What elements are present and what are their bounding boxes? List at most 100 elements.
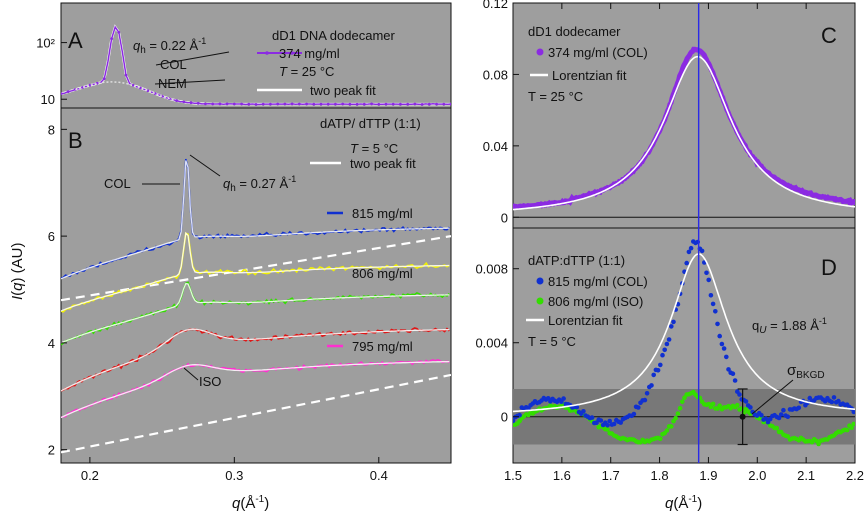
panel-c-title: dD1 dodecamer [528, 24, 621, 39]
panel-d-point-815 [611, 421, 617, 427]
panel-d-point-806 [680, 399, 685, 405]
panel-d-point-815 [686, 249, 692, 255]
panel-d-point-815 [649, 383, 654, 388]
panel-d-point-815 [730, 371, 736, 377]
panel-d-point-815 [778, 412, 784, 417]
panel-d-point-815 [796, 405, 802, 411]
panel-d-legend-fit: Lorentzian fit [548, 313, 623, 328]
panel-d-point-806 [658, 436, 663, 442]
panel-d-point-815 [662, 347, 667, 353]
panel-d-point-806 [844, 427, 850, 433]
panel-b-fit-green [61, 282, 450, 344]
panel-d-point-815 [715, 321, 720, 327]
panel-a-point [254, 103, 258, 106]
panel-a-point [427, 102, 431, 106]
panel-a-point [341, 102, 345, 106]
panel-letter-b: B [68, 128, 83, 153]
panel-a-point [61, 92, 63, 96]
panel-a-point [196, 101, 200, 105]
panel-b-plot-area [60, 107, 452, 464]
panel-c-legend-marker [536, 48, 544, 56]
panel-b-y-tick-label: 8 [48, 122, 55, 137]
panel-d-point-815 [688, 245, 694, 251]
panel-a-point [442, 102, 446, 106]
panel-d-point-806 [605, 427, 610, 432]
panel-d-point-806 [675, 411, 681, 416]
panel-a-legend-marker-1 [265, 51, 269, 55]
panel-d-point-815 [781, 407, 786, 413]
panel-a-point [182, 100, 186, 104]
panel-d-point-815 [684, 260, 689, 266]
panel-b-y-tick-label: 6 [48, 229, 55, 244]
panel-a-point [66, 90, 70, 93]
panel-d-y-tick-label: 0.004 [475, 336, 508, 351]
panel-b-iso-pointer [183, 367, 199, 381]
panel-a-point [102, 77, 106, 80]
panel-d-point-806 [677, 405, 683, 411]
panel-c-y-tick-label: 0.04 [483, 139, 508, 154]
panel-a-title: dD1 DNA dodecamer [272, 28, 396, 43]
panel-d-point-815 [666, 337, 672, 342]
panel-a-point [297, 102, 301, 106]
panel-d-legend-marker-green [536, 297, 544, 305]
panel-a-point [435, 102, 438, 106]
panel-d-x-tick-label: 1.5 [504, 468, 522, 483]
panel-a-point [319, 102, 323, 106]
panel-a-point [406, 102, 410, 106]
panel-a-point [276, 102, 280, 106]
panel-a-point [240, 102, 244, 106]
panel-b-label-795: 795 mg/ml [352, 339, 413, 354]
panel-d-point-815 [831, 395, 837, 400]
panel-d-point-815 [651, 372, 656, 378]
panel-a-point [420, 103, 424, 106]
panel-a-point [117, 30, 121, 34]
panel-a-col-pointer [155, 51, 230, 66]
panel-d-x-axis-title: q(Å-1) [665, 494, 702, 512]
panel-d-point-815 [660, 352, 665, 358]
panel-a-point [247, 102, 251, 106]
panel-d-x-tick-label: 1.8 [651, 468, 669, 483]
panel-c-lorentzian-fit [513, 55, 855, 211]
panel-d-x-tick-label: 1.6 [553, 468, 571, 483]
panel-b-y-tick-label: 4 [48, 336, 55, 351]
panel-b-x-tick-label: 0.4 [370, 468, 388, 483]
panel-a-qh-label: qh = 0.22 Å-1 [133, 36, 206, 56]
panel-d-point-806 [849, 425, 854, 431]
panel-d-point-815 [708, 293, 714, 298]
panel-c-temperature: T = 25 °C [528, 89, 583, 104]
panel-a-y-tick-label: 10² [36, 36, 55, 51]
panel-d-title: dATP:dTTP (1:1) [528, 253, 625, 268]
panel-b-fit-magenta [61, 360, 450, 419]
panel-d-point-815 [589, 415, 595, 420]
panel-a-point [348, 102, 352, 106]
panel-b-title: dATP/ dTTP (1:1) [320, 116, 421, 131]
panel-d-point-815 [748, 405, 753, 410]
panel-a-legend-fit: two peak fit [310, 83, 376, 98]
panel-d-point-815 [598, 418, 604, 423]
panel-a-point [377, 102, 381, 106]
panel-letter-d: D [821, 255, 837, 280]
panel-a-temperature: T = 25 °C [279, 64, 334, 79]
panel-a-y-tick-label: 10 [41, 92, 55, 107]
panel-a-nem-pointer [154, 79, 226, 85]
panel-d-x-tick-label: 2.0 [748, 468, 766, 483]
panel-d-point-815 [732, 378, 738, 383]
panel-c-y-tick-label: 0.08 [483, 67, 508, 82]
panel-d-point-815 [581, 409, 586, 414]
panel-a-point [225, 102, 229, 106]
panel-d-point-815 [669, 324, 674, 329]
panel-d-point-815 [607, 418, 612, 424]
panel-a-point [334, 102, 337, 106]
panel-a-point [283, 102, 287, 106]
panel-a-point [399, 102, 402, 106]
panel-d-point-806 [673, 415, 678, 421]
panel-b-label-815: 815 mg/ml [352, 206, 413, 221]
panel-d-point-815 [513, 418, 516, 424]
panel-b-col-label: COL [104, 176, 131, 191]
panel-d-point-806 [735, 402, 740, 408]
panel-a-legend-marker-2 [290, 51, 294, 55]
panel-a-point [384, 102, 388, 106]
panel-d-point-815 [655, 368, 661, 373]
panel-c-legend-374: 374 mg/ml (COL) [548, 45, 648, 60]
